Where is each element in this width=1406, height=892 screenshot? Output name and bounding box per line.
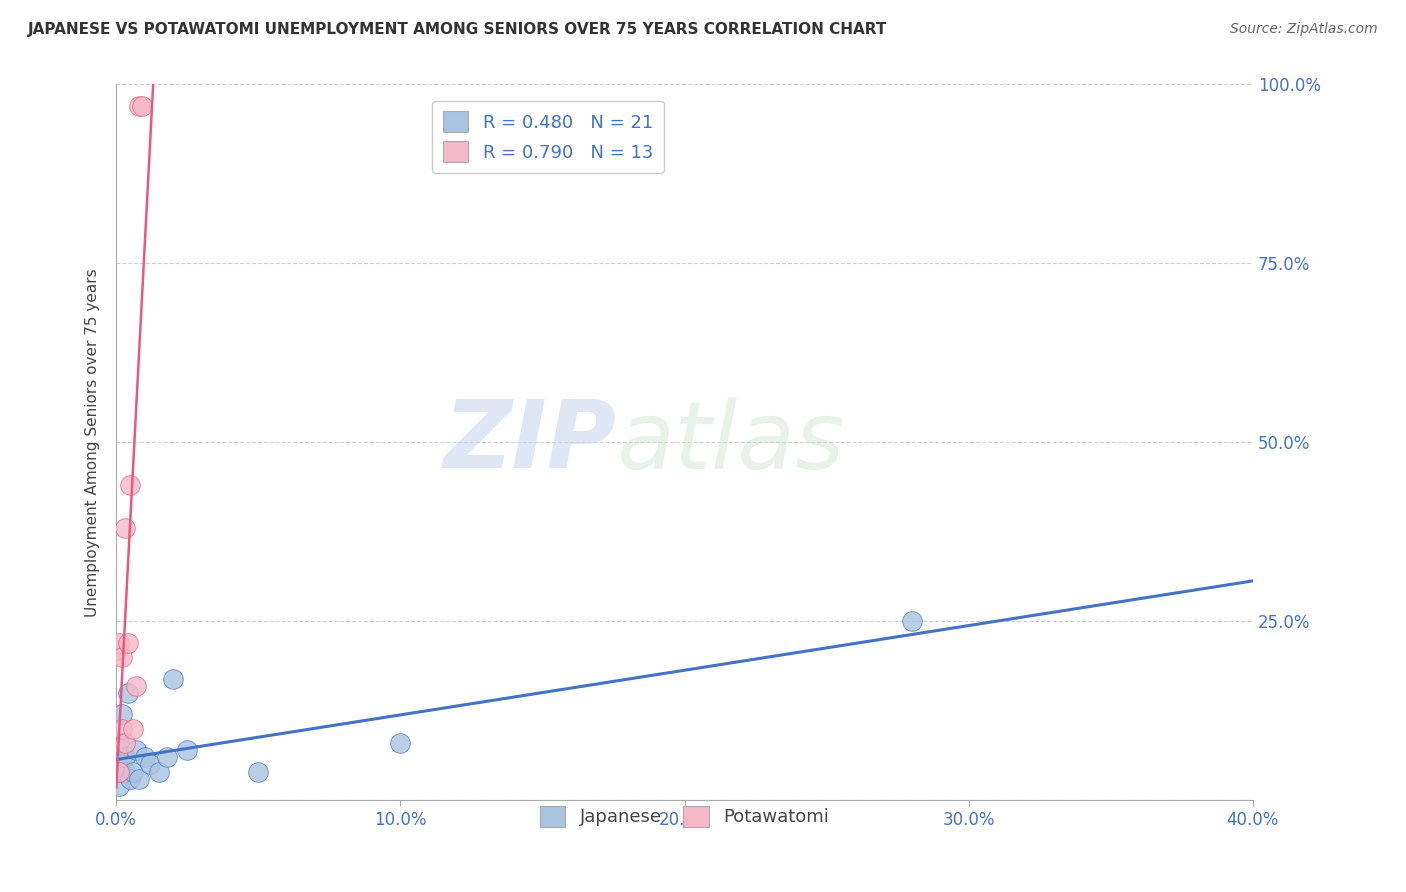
Point bbox=[120, 478, 142, 492]
Text: JAPANESE VS POTAWATOMI UNEMPLOYMENT AMONG SENIORS OVER 75 YEARS CORRELATION CHAR: JAPANESE VS POTAWATOMI UNEMPLOYMENT AMON… bbox=[28, 22, 887, 37]
Point bbox=[125, 743, 148, 757]
Point bbox=[901, 614, 924, 628]
Point bbox=[117, 636, 139, 650]
Point bbox=[111, 722, 134, 736]
Point bbox=[122, 722, 145, 736]
Point bbox=[108, 779, 131, 793]
Y-axis label: Unemployment Among Seniors over 75 years: Unemployment Among Seniors over 75 years bbox=[86, 268, 100, 616]
Point bbox=[105, 764, 128, 779]
Point bbox=[120, 772, 142, 786]
Point bbox=[131, 99, 153, 113]
Point bbox=[105, 643, 128, 657]
Point bbox=[247, 764, 270, 779]
Point bbox=[114, 736, 136, 750]
Point bbox=[111, 707, 134, 722]
Point bbox=[122, 764, 145, 779]
Point bbox=[389, 736, 412, 750]
Point bbox=[128, 99, 150, 113]
Point bbox=[139, 757, 162, 772]
Point bbox=[128, 772, 150, 786]
Point bbox=[125, 679, 148, 693]
Point bbox=[111, 757, 134, 772]
Text: atlas: atlas bbox=[616, 397, 845, 488]
Point bbox=[114, 521, 136, 535]
Point bbox=[134, 750, 156, 764]
Point bbox=[156, 750, 179, 764]
Point bbox=[108, 636, 131, 650]
Point bbox=[114, 764, 136, 779]
Point bbox=[162, 672, 184, 686]
Text: Source: ZipAtlas.com: Source: ZipAtlas.com bbox=[1230, 22, 1378, 37]
Legend: Japanese, Potawatomi: Japanese, Potawatomi bbox=[533, 799, 837, 834]
Point bbox=[117, 686, 139, 700]
Point bbox=[111, 650, 134, 665]
Text: ZIP: ZIP bbox=[443, 396, 616, 488]
Point bbox=[108, 736, 131, 750]
Point bbox=[148, 764, 170, 779]
Point bbox=[108, 764, 131, 779]
Point bbox=[176, 743, 198, 757]
Point bbox=[114, 750, 136, 764]
